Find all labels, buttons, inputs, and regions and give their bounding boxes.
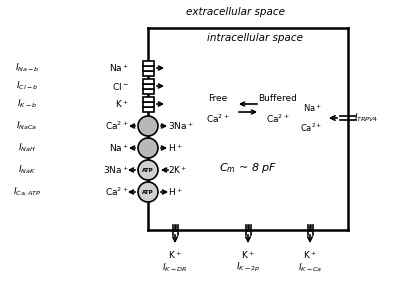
Bar	[142, 71, 154, 76]
Circle shape	[138, 138, 158, 158]
Text: Na$^+$: Na$^+$	[303, 102, 322, 114]
Text: Na$^+$: Na$^+$	[109, 142, 129, 154]
Bar	[142, 84, 154, 88]
Circle shape	[138, 116, 158, 136]
Text: Ca$^{2+}$: Ca$^{2+}$	[206, 113, 230, 125]
Text: $I_{TRPV4}$: $I_{TRPV4}$	[354, 112, 379, 124]
Text: K$^+$: K$^+$	[168, 249, 182, 261]
Circle shape	[138, 160, 158, 180]
Text: 2K$^+$: 2K$^+$	[168, 164, 188, 176]
Bar	[142, 102, 154, 106]
Text: H$^+$: H$^+$	[168, 142, 183, 154]
Text: $I_{NaK}$: $I_{NaK}$	[18, 164, 36, 176]
Text: Ca$^{2+}$: Ca$^{2+}$	[105, 120, 129, 132]
Text: $I_{NaCa}$: $I_{NaCa}$	[16, 120, 38, 132]
Text: $I_{K-Ca}$: $I_{K-Ca}$	[298, 261, 322, 273]
Text: $I_{NaH}$: $I_{NaH}$	[18, 142, 36, 154]
Text: K$^+$: K$^+$	[303, 249, 317, 261]
Text: K$^+$: K$^+$	[115, 98, 129, 110]
Bar	[142, 61, 154, 65]
Bar	[142, 106, 154, 112]
Bar	[142, 88, 154, 94]
Bar	[142, 96, 154, 102]
Text: ATP: ATP	[142, 168, 154, 172]
Text: K$^+$: K$^+$	[241, 249, 255, 261]
Text: Na$^+$: Na$^+$	[109, 62, 129, 74]
Text: Ca$^{2+}$: Ca$^{2+}$	[105, 186, 129, 198]
Text: extracellular space: extracellular space	[186, 7, 284, 17]
Text: Free: Free	[208, 94, 228, 103]
Text: Buffered: Buffered	[258, 94, 298, 103]
Text: $I_{Na-b}$: $I_{Na-b}$	[15, 62, 39, 74]
Bar	[142, 78, 154, 84]
Text: $I_{K-DR}$: $I_{K-DR}$	[162, 261, 188, 273]
Text: ATP: ATP	[142, 190, 154, 194]
Text: $I_{Ca,ATP}$: $I_{Ca,ATP}$	[13, 186, 41, 198]
Text: Ca$^{2+}$: Ca$^{2+}$	[300, 122, 322, 134]
Text: 3Na$^+$: 3Na$^+$	[103, 164, 129, 176]
Text: $I_{K-b}$: $I_{K-b}$	[17, 98, 37, 110]
Text: $I_{K-2p}$: $I_{K-2p}$	[236, 261, 260, 274]
Text: Cl$^-$: Cl$^-$	[112, 80, 129, 92]
Text: Ca$^{2+}$: Ca$^{2+}$	[266, 113, 290, 125]
Text: 3Na$^+$: 3Na$^+$	[168, 120, 194, 132]
Text: H$^+$: H$^+$	[168, 186, 183, 198]
Text: $I_{Cl-b}$: $I_{Cl-b}$	[16, 80, 38, 92]
Text: intracellular space: intracellular space	[207, 33, 303, 43]
Bar	[142, 65, 154, 71]
Circle shape	[138, 182, 158, 202]
Text: $C_m$ ~ 8 pF: $C_m$ ~ 8 pF	[219, 161, 277, 175]
